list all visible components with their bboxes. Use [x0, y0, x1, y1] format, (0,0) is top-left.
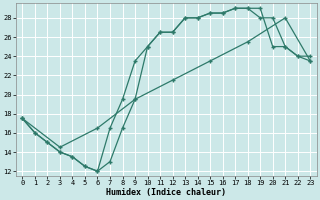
- X-axis label: Humidex (Indice chaleur): Humidex (Indice chaleur): [106, 188, 226, 197]
